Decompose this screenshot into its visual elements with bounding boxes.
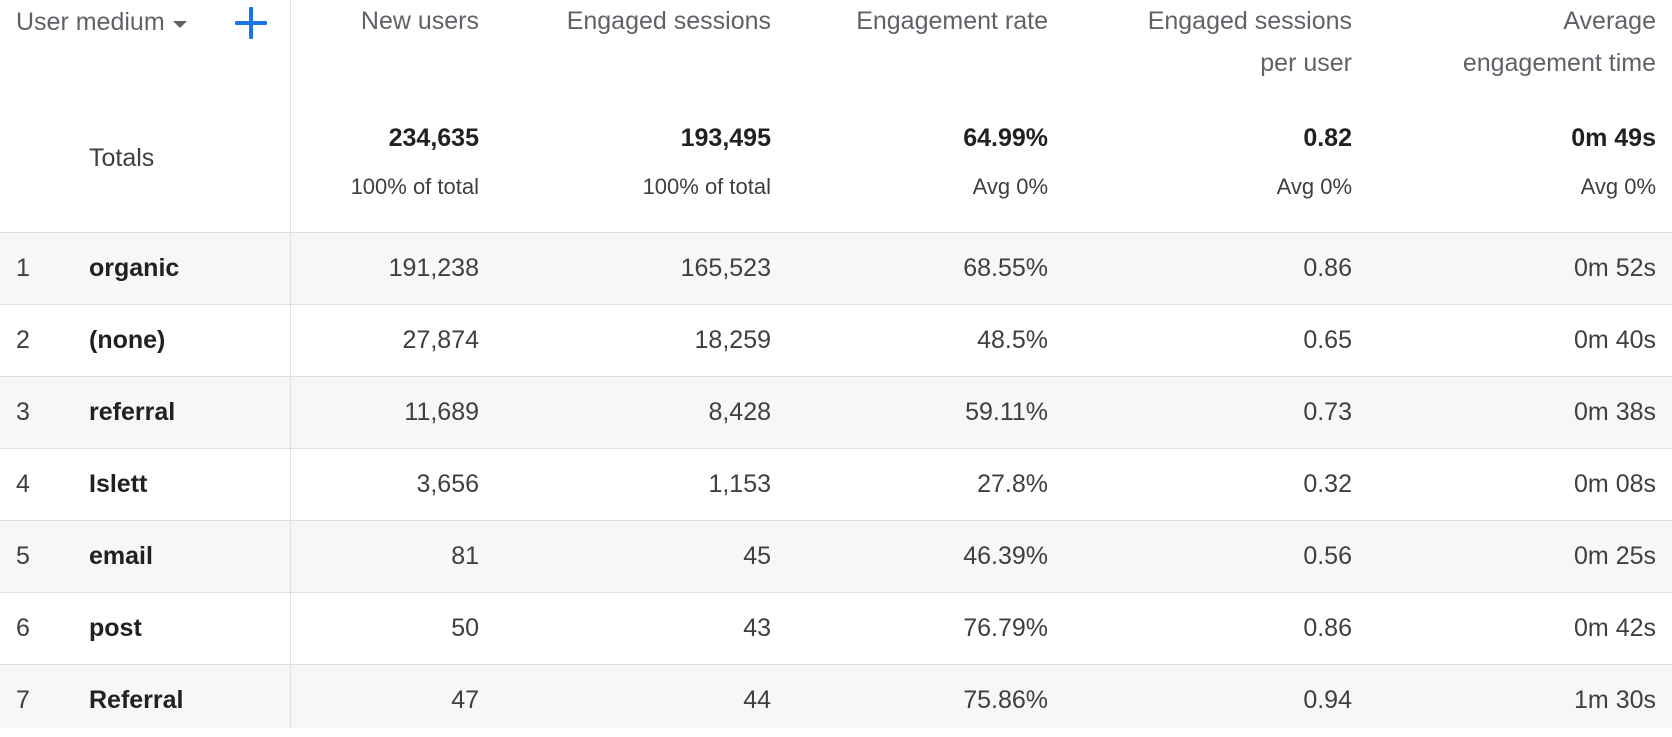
row-rank: 4 bbox=[16, 470, 30, 498]
column-header-label: Engagement rate bbox=[856, 7, 1048, 35]
column-header-label: per user bbox=[1260, 49, 1352, 77]
total-subtext: Avg 0% bbox=[1580, 174, 1656, 199]
cell-engaged-sessions: 44 bbox=[743, 686, 771, 714]
cell-engaged-sessions-per-user: 0.56 bbox=[1303, 542, 1352, 570]
chevron-down-icon bbox=[172, 20, 187, 28]
column-header-label: New users bbox=[360, 7, 479, 35]
cell-new-users: 50 bbox=[451, 614, 479, 642]
total-subtext: 100% of total bbox=[350, 174, 479, 199]
cell-new-users: 47 bbox=[451, 686, 479, 714]
table-row[interactable]: 5 email 81 45 46.39% 0.56 0m 25s bbox=[0, 520, 1672, 592]
totals-label: Totals bbox=[89, 144, 155, 172]
cell-avg-engagement-time: 0m 40s bbox=[1574, 326, 1656, 354]
total-value: 0.82 bbox=[1303, 124, 1352, 152]
row-rank: 5 bbox=[16, 542, 30, 570]
add-dimension-icon[interactable] bbox=[234, 6, 268, 40]
cell-engagement-rate: 68.55% bbox=[963, 254, 1048, 282]
column-header-engaged-sessions[interactable]: Engaged sessions bbox=[567, 0, 771, 42]
column-header-label: Engaged sessions bbox=[1147, 7, 1352, 35]
row-medium: organic bbox=[89, 254, 180, 282]
row-medium: Referral bbox=[89, 686, 184, 714]
cell-engagement-rate: 75.86% bbox=[963, 686, 1048, 714]
column-header-average-engagement-time[interactable]: Average engagement time bbox=[1463, 0, 1656, 84]
table-row[interactable]: 7 Referral 47 44 75.86% 0.94 1m 30s bbox=[0, 664, 1672, 728]
table-row[interactable]: 3 referral 11,689 8,428 59.11% 0.73 0m 3… bbox=[0, 376, 1672, 448]
cell-engaged-sessions: 45 bbox=[743, 542, 771, 570]
cell-engaged-sessions-per-user: 0.32 bbox=[1303, 470, 1352, 498]
column-header-new-users[interactable]: New users bbox=[361, 0, 479, 42]
cell-engagement-rate: 76.79% bbox=[963, 614, 1048, 642]
cell-new-users: 191,238 bbox=[388, 254, 479, 282]
total-value: 234,635 bbox=[388, 124, 479, 152]
column-divider bbox=[290, 0, 291, 728]
cell-engagement-rate: 59.11% bbox=[965, 398, 1048, 426]
cell-new-users: 27,874 bbox=[402, 326, 479, 354]
cell-engaged-sessions-per-user: 0.86 bbox=[1303, 254, 1352, 282]
cell-avg-engagement-time: 0m 52s bbox=[1574, 254, 1656, 282]
column-header-label: Average bbox=[1563, 7, 1656, 35]
cell-engagement-rate: 48.5% bbox=[977, 326, 1048, 354]
table-row[interactable]: 1 organic 191,238 165,523 68.55% 0.86 0m… bbox=[0, 232, 1672, 304]
total-subtext: Avg 0% bbox=[1276, 174, 1352, 199]
cell-engagement-rate: 27.8% bbox=[977, 470, 1048, 498]
cell-engaged-sessions-per-user: 0.65 bbox=[1303, 326, 1352, 354]
cell-avg-engagement-time: 0m 42s bbox=[1574, 614, 1656, 642]
cell-new-users: 81 bbox=[451, 542, 479, 570]
dimension-label: User medium bbox=[16, 8, 165, 36]
row-medium: post bbox=[89, 614, 142, 642]
table-row[interactable]: 6 post 50 43 76.79% 0.86 0m 42s bbox=[0, 592, 1672, 664]
cell-avg-engagement-time: 0m 08s bbox=[1574, 470, 1656, 498]
cell-new-users: 11,689 bbox=[404, 398, 479, 426]
cell-new-users: 3,656 bbox=[416, 470, 479, 498]
row-medium: referral bbox=[89, 398, 176, 426]
cell-engaged-sessions: 18,259 bbox=[694, 326, 771, 354]
dimension-selector[interactable]: User medium bbox=[16, 2, 187, 42]
column-header-engagement-rate[interactable]: Engagement rate bbox=[856, 0, 1048, 42]
total-subtext: 100% of total bbox=[642, 174, 771, 199]
cell-engaged-sessions: 8,428 bbox=[708, 398, 771, 426]
row-rank: 3 bbox=[16, 398, 30, 426]
column-header-engaged-sessions-per-user[interactable]: Engaged sessions per user bbox=[1148, 0, 1352, 84]
column-header-label: engagement time bbox=[1462, 49, 1656, 77]
cell-engaged-sessions-per-user: 0.94 bbox=[1303, 686, 1352, 714]
row-rank: 6 bbox=[16, 614, 30, 642]
row-medium: email bbox=[89, 542, 153, 570]
cell-engaged-sessions: 43 bbox=[743, 614, 771, 642]
cell-avg-engagement-time: 0m 38s bbox=[1574, 398, 1656, 426]
total-subtext: Avg 0% bbox=[972, 174, 1048, 199]
table-row[interactable]: 2 (none) 27,874 18,259 48.5% 0.65 0m 40s bbox=[0, 304, 1672, 376]
cell-engagement-rate: 46.39% bbox=[963, 542, 1048, 570]
cell-engaged-sessions-per-user: 0.73 bbox=[1303, 398, 1352, 426]
row-medium: (none) bbox=[89, 326, 166, 354]
column-header-label: Engaged sessions bbox=[566, 7, 771, 35]
cell-engaged-sessions-per-user: 0.86 bbox=[1303, 614, 1352, 642]
cell-avg-engagement-time: 0m 25s bbox=[1574, 542, 1656, 570]
cell-engaged-sessions: 1,153 bbox=[708, 470, 771, 498]
row-rank: 1 bbox=[16, 254, 30, 282]
row-medium: Islett bbox=[89, 470, 148, 498]
row-rank: 2 bbox=[16, 326, 30, 354]
total-value: 64.99% bbox=[963, 124, 1048, 152]
cell-avg-engagement-time: 1m 30s bbox=[1574, 686, 1656, 714]
total-value: 193,495 bbox=[680, 124, 771, 152]
total-value: 0m 49s bbox=[1571, 124, 1656, 152]
cell-engaged-sessions: 165,523 bbox=[680, 254, 771, 282]
row-rank: 7 bbox=[16, 686, 30, 714]
table-row[interactable]: 4 Islett 3,656 1,153 27.8% 0.32 0m 08s bbox=[0, 448, 1672, 520]
